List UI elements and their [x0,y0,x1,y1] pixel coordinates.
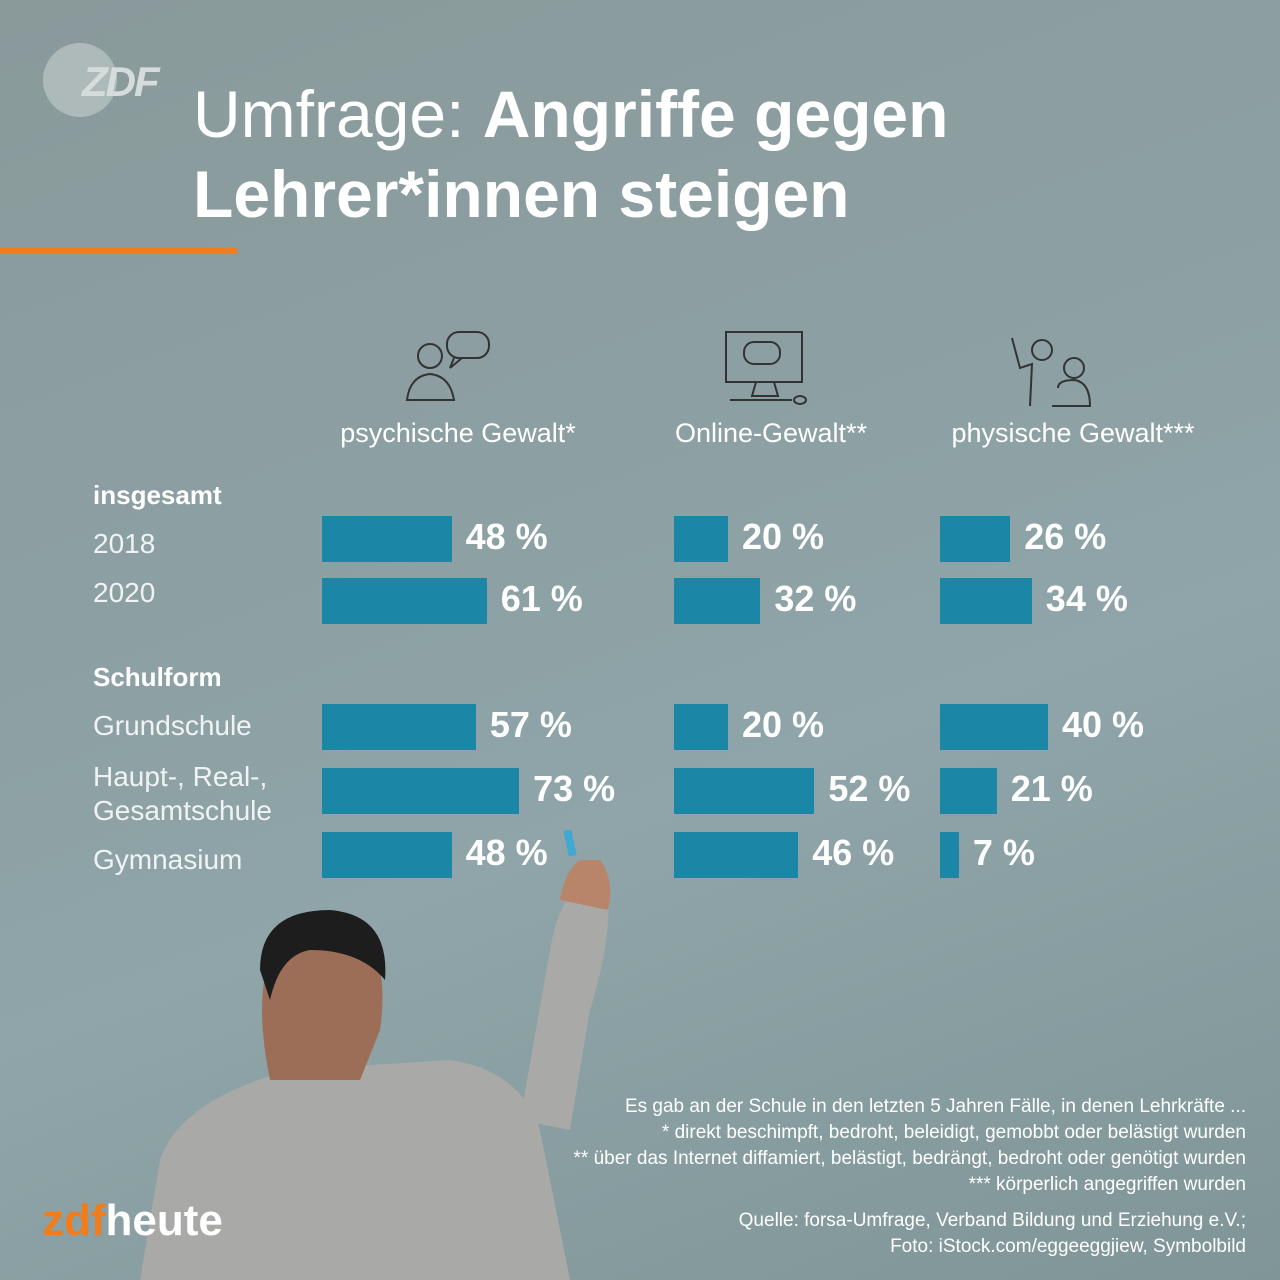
computer-chat-icon [725,331,807,405]
source: Quelle: forsa-Umfrage, Verband Bildung u… [739,1208,1246,1260]
source-line: Quelle: forsa-Umfrage, Verband Bildung u… [738,1210,1246,1231]
footnote: ** über das Internet diffamiert, belästi… [573,1148,1246,1169]
value-label: 34 % [1045,578,1128,619]
value-label: 32 % [774,578,857,619]
bar [674,578,761,624]
bar [940,516,1011,562]
brand-b: heute [105,1196,223,1245]
value-label: 46 % [812,832,895,873]
bar [322,768,520,814]
row-label: Gymnasium [93,844,243,875]
zdf-logo [43,43,117,117]
bar [940,832,959,878]
bar [940,768,997,814]
value-label: 48 % [465,516,548,557]
value-label: 20 % [742,704,825,745]
footnote: *** körperlich angegriffen wurden [968,1174,1246,1195]
value-label: 61 % [500,578,583,619]
column-header-psychic: psychische Gewalt* [340,418,576,448]
bar [322,516,452,562]
footnote: Es gab an der Schule in den letzten 5 Ja… [624,1096,1246,1117]
bar [322,578,487,624]
bar [674,832,799,878]
row-label: 2018 [93,528,156,559]
zdfheute-logo: zdfheute [42,1196,223,1246]
person-photo [140,830,611,1280]
row-label: 2020 [93,577,156,608]
group-label: Schulform [93,662,222,692]
page-title: Umfrage: Angriffe gegen Lehrer*innen ste… [193,74,1193,234]
bar [674,768,815,814]
value-label: 26 % [1024,516,1107,557]
group-label: insgesamt [93,480,222,510]
value-label: 73 % [533,768,616,809]
value-label: 40 % [1062,704,1145,745]
footnote: * direkt beschimpft, bedroht, beleidigt,… [661,1122,1246,1143]
bar [674,704,728,750]
bar [940,578,1032,624]
value-label: 20 % [742,516,825,557]
bar [940,704,1048,750]
column-header-physical: physische Gewalt*** [951,418,1195,448]
title-light: Umfrage: [193,77,483,151]
brand-a: zdf [42,1196,106,1245]
row-label: Grundschule [93,710,252,741]
value-label: 48 % [465,832,548,873]
fight-icon [1011,337,1092,407]
source-line: Foto: iStock.com/eggeeggjiew, Symbolbild [890,1236,1246,1257]
bar [674,516,728,562]
value-label: 7 % [972,832,1035,873]
bar [322,832,452,878]
row-label: Haupt-, Real-, Gesamtschule [93,761,272,826]
zdf-logo-text: ZDF [82,58,160,105]
footnotes: Es gab an der Schule in den letzten 5 Ja… [574,1094,1246,1198]
value-label: 57 % [489,704,572,745]
accent-line [0,248,237,253]
value-label: 21 % [1010,768,1093,809]
value-label: 52 % [828,768,911,809]
bar [322,704,476,750]
person-speech-bubble-icon [405,331,490,401]
title-bold: Angriffe gegen Lehrer*innen steigen [193,77,949,231]
column-header-online: Online-Gewalt** [674,418,868,448]
